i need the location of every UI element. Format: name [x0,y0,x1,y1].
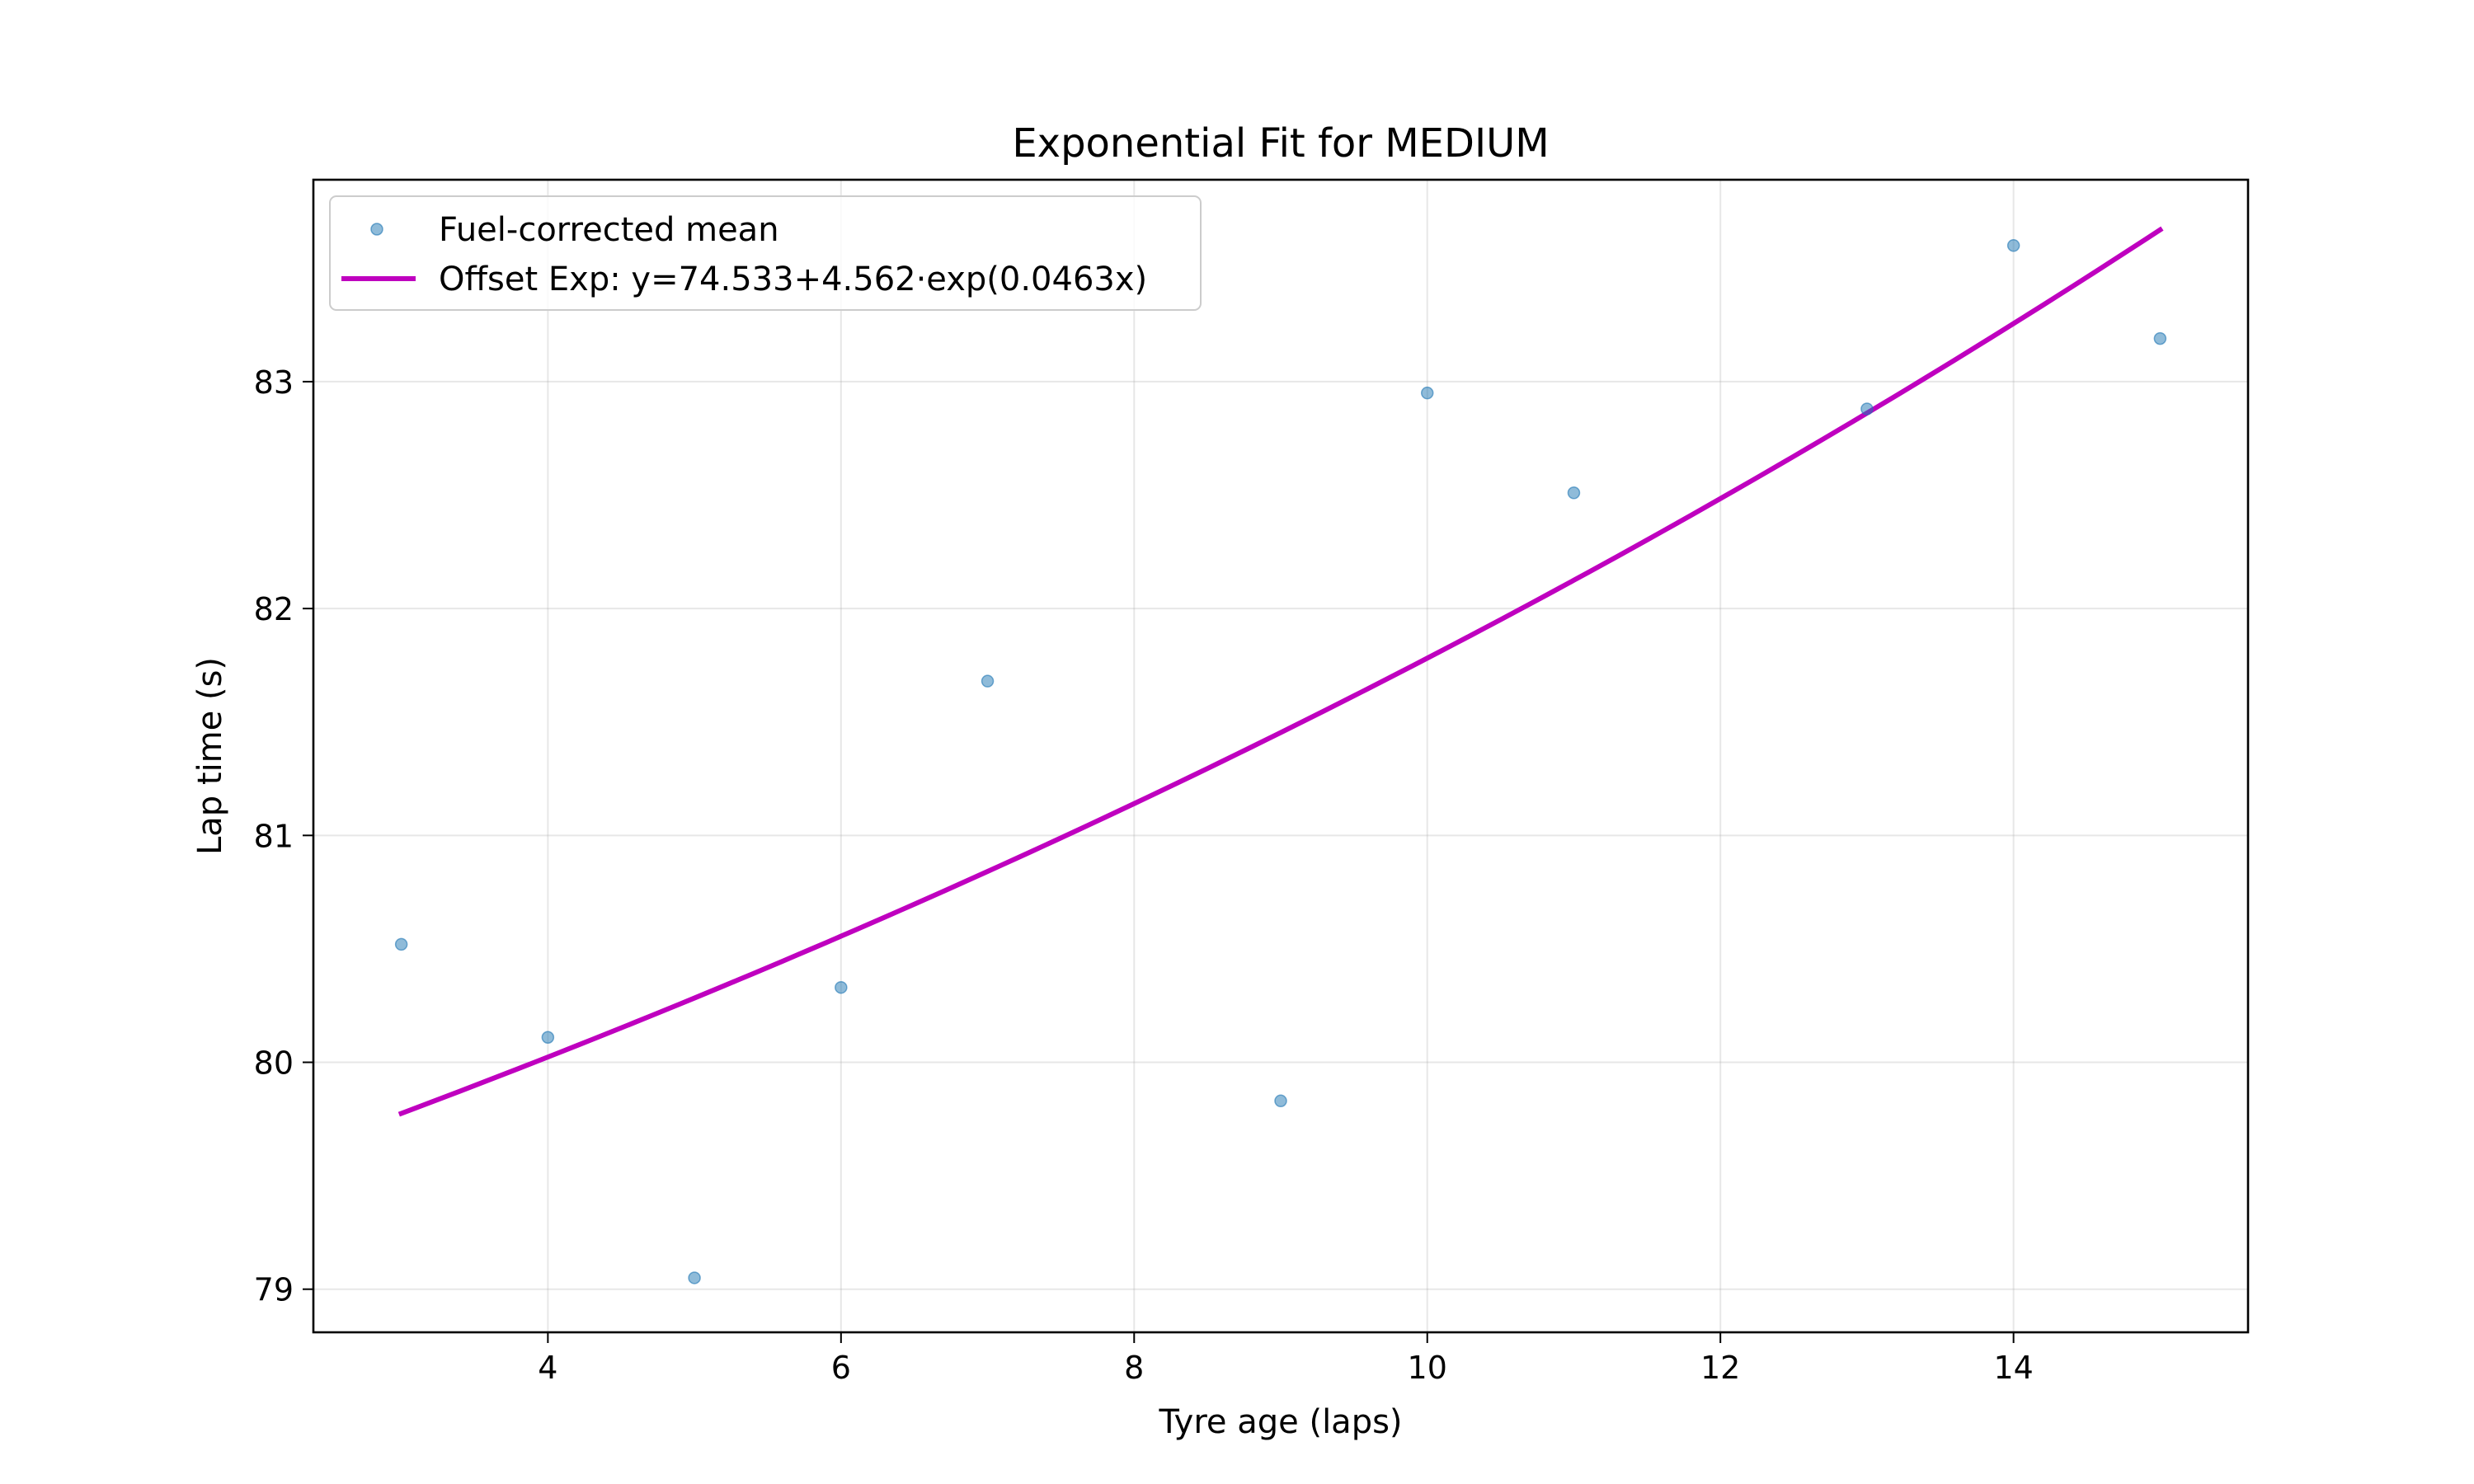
scatter-points-layer [394,239,2167,1284]
scatter-point [981,674,995,688]
scatter-point [2006,239,2020,252]
scatter-point [1274,1094,1287,1108]
y-tick-label: 83 [254,364,294,401]
x-tick-label: 10 [1408,1350,1447,1386]
legend-box [329,195,1202,311]
y-axis-ticks: 79 80 81 82 83 [254,364,313,1308]
legend-label-fit: Offset Exp: y=74.533+4.562·exp(0.0463x) [439,261,1147,298]
x-tick-label: 8 [1124,1350,1144,1386]
x-tick-label: 6 [831,1350,851,1386]
y-axis-label: Lap time (s) [191,657,229,855]
scatter-point [1567,486,1581,500]
legend-label-scatter: Fuel-corrected mean [439,211,779,249]
scatter-point [541,1031,555,1044]
x-axis-ticks: 4 6 8 10 12 14 [538,1332,2034,1386]
plot-frame [312,178,2250,1334]
x-tick-label: 14 [1993,1350,2033,1386]
scatter-point [688,1271,701,1284]
scatter-point [2153,331,2167,345]
chart-title: Exponential Fit for MEDIUM [1012,120,1549,167]
y-tick-label: 82 [254,591,294,627]
scatter-point [1420,386,1434,400]
x-axis-label: Tyre age (laps) [1158,1403,1402,1441]
scatter-point [1860,402,1874,416]
y-tick-label: 80 [254,1045,294,1082]
y-tick-label: 79 [254,1272,294,1308]
scatter-point [394,937,408,951]
y-tick-label: 81 [254,818,294,854]
x-tick-label: 4 [538,1350,557,1386]
scatter-point [835,980,848,994]
legend-marker-scatter [370,223,383,236]
legend: Fuel-corrected mean Offset Exp: y=74.533… [329,195,1202,311]
x-tick-label: 12 [1700,1350,1740,1386]
grid-lines [313,180,2248,1332]
